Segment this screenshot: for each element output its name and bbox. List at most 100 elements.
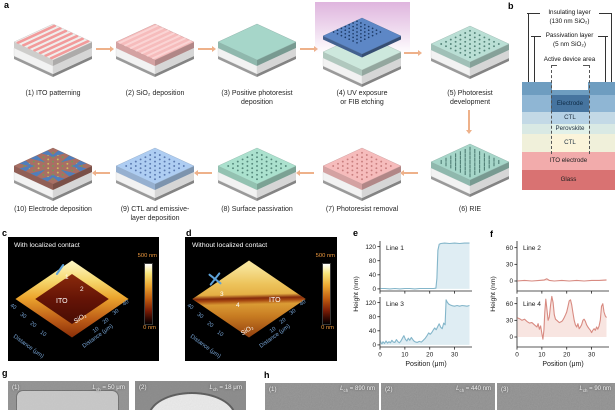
active-area-tick: [583, 65, 589, 66]
step-caption: (1) ITO patterning: [25, 90, 81, 97]
step-caption: (6) RIE: [458, 206, 482, 213]
svg-text:120: 120: [365, 244, 376, 251]
svg-text:30: 30: [506, 318, 514, 325]
svg-text:Position (μm): Position (μm): [542, 361, 583, 368]
flow-arrow-down: [466, 110, 471, 134]
axis-label-distance-left: Distance (μm): [188, 333, 222, 360]
bracket-line: [527, 13, 540, 14]
process-step-5: [423, 18, 518, 91]
active-area-dash-right: [589, 65, 590, 154]
layer-band: [522, 170, 615, 190]
image-index: (1): [12, 384, 20, 391]
chip-illustration: [13, 23, 93, 77]
flow-arrow-left: [92, 170, 110, 175]
chip-illustration: [430, 143, 510, 197]
axis-tick: 40: [298, 299, 308, 308]
layer-name: Glass: [560, 176, 577, 183]
image-index: (2): [139, 384, 147, 391]
panel-label-e: e: [353, 228, 359, 238]
grain-overlay: [135, 381, 246, 410]
step-caption: (3) Positive photoresist deposition: [221, 90, 293, 106]
layer-band: [589, 124, 615, 134]
axis-tick: 10: [215, 329, 225, 339]
svg-text:Height (nm): Height (nm): [490, 276, 497, 312]
channel-length-caption: Lch = 90 nm: [579, 386, 612, 394]
active-area-tick: [551, 65, 557, 66]
sem-image-h3: (3) Lch = 90 nm: [497, 383, 615, 410]
axis-tick: 40: [185, 302, 195, 312]
svg-text:30: 30: [588, 352, 596, 359]
layer-band: [522, 95, 551, 112]
axis-tick: 30: [111, 308, 121, 317]
svg-text:0: 0: [509, 334, 513, 341]
chip-illustration: [217, 23, 297, 77]
image-index: (2): [385, 386, 393, 393]
height-profile-chart-f: Height (nm) 0 30 60 Line 2 0 30 60 0 10 20 30 Line 4…: [490, 241, 609, 368]
bracket-line: [531, 36, 541, 37]
step-caption: (9) CTL and emissive- layer deposition: [120, 206, 190, 222]
svg-text:60: 60: [506, 245, 514, 252]
afm-without-localized-contact: Without localized contact 3 4 ITO SiO₂ 5…: [185, 237, 337, 361]
layer-band: [551, 95, 589, 112]
svg-text:20: 20: [426, 352, 434, 359]
chip-illustration: [322, 147, 402, 201]
flow-arrow-left: [296, 170, 314, 175]
insulating-layer-note: Insulating layer (130 nm SiO₂): [523, 8, 615, 26]
height-colorbar: [322, 263, 331, 325]
step-caption: (7) Photoresist removal: [325, 206, 399, 213]
sem-image-h2: (2) Lch = 440 nm: [381, 383, 495, 410]
layer-band: [522, 112, 551, 124]
insulating-layer-thickness: (130 nm SiO₂): [549, 18, 590, 26]
process-step-10: [6, 140, 101, 213]
colorbar-max-label: 500 nm: [137, 253, 157, 259]
axis-tick: 40: [121, 299, 131, 308]
svg-text:120: 120: [365, 300, 376, 307]
panel-label-b: b: [508, 1, 514, 11]
layer-name: CTL: [564, 139, 576, 146]
axis-tick: 20: [205, 320, 215, 330]
panel-label-h: h: [264, 370, 270, 380]
active-area-note: Active device area: [523, 55, 615, 64]
flow-arrow-right: [96, 46, 114, 51]
channel-length-caption: Lch = 440 nm: [456, 386, 491, 394]
svg-text:10: 10: [538, 352, 546, 359]
process-step-4: [313, 2, 412, 99]
panel-label-g: g: [2, 368, 8, 378]
layer-band: [589, 134, 615, 152]
passivation-layer-note: Passivation layer (5 nm SiO₂): [523, 31, 615, 49]
layer-name: Electrode: [556, 99, 584, 107]
active-area-label: Active device area: [543, 56, 596, 63]
active-area-dash-left: [551, 65, 552, 154]
layer-band: [551, 112, 589, 124]
chip-illustration: [13, 147, 93, 201]
axis-tick: 30: [18, 311, 28, 321]
afm-title: With localized contact: [14, 242, 80, 249]
ito-region-label: ITO: [269, 297, 281, 304]
insulating-layer-label: Insulating layer: [548, 9, 591, 16]
svg-text:40: 40: [369, 272, 377, 279]
line-3-label: 3: [220, 291, 224, 298]
bracket-line: [598, 36, 608, 37]
process-step-8: [210, 140, 305, 213]
step-caption: (5) Photoresist development: [447, 90, 493, 106]
sem-image-g2: (2) Lch = 18 μm: [135, 381, 246, 410]
image-index: (1): [269, 386, 277, 393]
chip-illustration: [313, 2, 412, 87]
line-1-label: 1: [65, 274, 69, 281]
flow-arrow-right: [198, 46, 216, 51]
panel-label-a: a: [4, 0, 10, 10]
flow-arrow-left: [194, 170, 212, 175]
afm-with-localized-contact: With localized contact 1 2 ITO SiO₂ 500 …: [8, 237, 159, 361]
svg-text:30: 30: [451, 352, 459, 359]
chip-illustration: [217, 147, 297, 201]
grain-overlay: [265, 383, 379, 410]
line-4-label: 4: [236, 302, 240, 309]
panel-label-c: c: [2, 228, 8, 238]
process-step-3: [210, 16, 305, 89]
layer-band: [589, 112, 615, 124]
svg-text:30: 30: [506, 262, 514, 269]
ito-region-label: ITO: [56, 298, 68, 305]
panel-label-d: d: [186, 228, 192, 238]
flow-arrow-right: [404, 50, 422, 55]
colorbar-min-label: 0 nm: [321, 325, 334, 331]
